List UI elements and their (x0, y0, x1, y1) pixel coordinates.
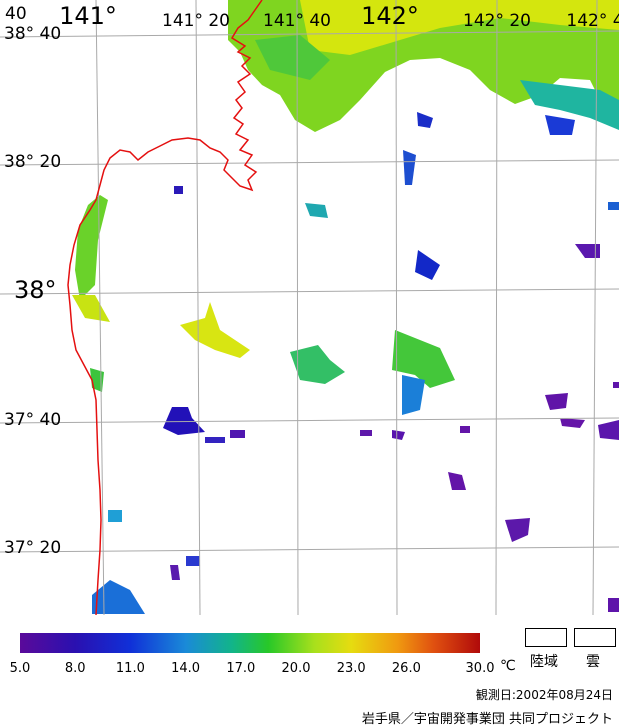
longitude-label: 141° 20 (162, 11, 230, 31)
longitude-label: 142° 20 (463, 11, 531, 31)
sea-surface-temperature-map (0, 0, 619, 615)
land-legend-swatch (525, 628, 567, 647)
longitude-label: 141° (59, 2, 117, 30)
latitude-label: 38° 20 (4, 152, 62, 172)
longitude-label: 141° 40 (263, 11, 331, 31)
cloud-legend-label: 雲 (586, 654, 600, 670)
color-scale-tick-label: 30.0 (465, 661, 495, 676)
color-scale-tick-label: 17.0 (226, 661, 256, 676)
color-scale-tick-label: 8.0 (64, 661, 86, 676)
color-scale-tick-label: 14.0 (171, 661, 201, 676)
cloud-legend-swatch (574, 628, 616, 647)
latitude-label: 37° 40 (4, 410, 62, 430)
color-scale-tick-label: 26.0 (391, 661, 421, 676)
graticule (0, 0, 619, 615)
latitude-label: 38° 40 (4, 24, 62, 44)
color-scale-tick-label: 23.0 (336, 661, 366, 676)
longitude-label: 142° 4 (566, 11, 619, 31)
color-scale-tick-label: 20.0 (281, 661, 311, 676)
latitude-label: 38° (14, 276, 57, 304)
coastline (67, 0, 263, 615)
observation-date: 観測日:2002年08月24日 (475, 688, 613, 702)
warm-water-band (228, 0, 619, 135)
temperature-patches (92, 112, 619, 614)
longitude-label: 142° (361, 2, 419, 30)
latitude-label: 37° 20 (4, 538, 62, 558)
project-credit: 岩手県／宇宙開発事業団 共同プロジェクト (361, 712, 613, 727)
color-scale-tick-label: 11.0 (115, 661, 145, 676)
color-scale-tick-label: 5.0 (9, 661, 31, 676)
corner-latitude-label: 40 (5, 4, 27, 24)
land-legend-label: 陸域 (530, 654, 558, 670)
temperature-unit: ℃ (500, 658, 516, 674)
temperature-color-scale (20, 633, 480, 653)
